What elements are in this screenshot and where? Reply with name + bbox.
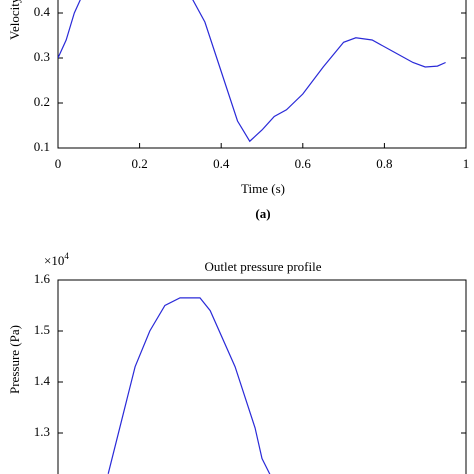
x-tick-label: 0.8 [376,156,392,171]
y-tick-label: 1.3 [34,424,50,439]
caption: (a) [255,206,270,221]
axes-box [57,0,467,149]
x-tick-label: 0.2 [131,156,147,171]
chart-title: Outlet pressure profile [205,259,322,274]
y-tick-label: 0.4 [34,4,51,19]
x-tick-label: 1 [463,156,470,171]
y-tick-label: 0.3 [34,49,50,64]
y-tick-label: 1.6 [34,271,51,286]
x-tick-label: 0 [55,156,62,171]
y-tick-label: 0.2 [34,94,50,109]
y-tick-label: 0.1 [34,139,50,154]
x-axis-label: Time (s) [241,181,285,196]
y-tick-label: 1.5 [34,322,50,337]
axes-box [57,279,467,474]
y-axis-label: Velocity [7,0,22,40]
line-series [58,0,446,143]
line-series [107,297,271,474]
y-axis-label: Pressure (Pa) [7,325,22,394]
multiplier: ×104 [44,251,69,268]
x-tick-label: 0.4 [213,156,230,171]
y-tick-label: 1.4 [34,373,51,388]
x-tick-label: 0.6 [295,156,312,171]
